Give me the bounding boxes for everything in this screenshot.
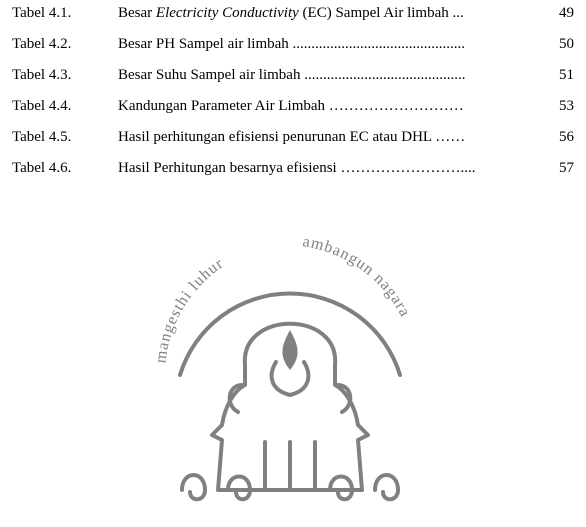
- table-of-contents: Tabel 4.1.Besar Electricity Conductivity…: [12, 6, 574, 192]
- toc-title-italic: Electricity Conductivity: [156, 6, 299, 21]
- toc-label: Tabel 4.5.: [12, 130, 118, 145]
- toc-title: Hasil Perhitungan besarnya efisiensi …………: [118, 161, 542, 176]
- toc-page-number: 50: [542, 37, 574, 52]
- toc-title-prefix: Besar PH Sampel air limbah .............…: [118, 37, 465, 52]
- toc-row: Tabel 4.3.Besar Suhu Sampel air limbah .…: [12, 68, 574, 83]
- toc-title-prefix: Besar: [118, 6, 156, 21]
- toc-title: Kandungan Parameter Air Limbah ………………………: [118, 99, 542, 114]
- toc-title-suffix: (EC) Sampel Air limbah ...: [299, 6, 464, 21]
- toc-title: Hasil perhitungan efisiensi penurunan EC…: [118, 130, 542, 145]
- toc-label: Tabel 4.6.: [12, 161, 118, 176]
- toc-page-number: 51: [542, 68, 574, 83]
- toc-page-number: 49: [542, 6, 574, 21]
- toc-title-prefix: Hasil Perhitungan besarnya efisiensi …………: [118, 161, 475, 176]
- toc-title: Besar Suhu Sampel air limbah ...........…: [118, 68, 542, 83]
- toc-row: Tabel 4.5.Hasil perhitungan efisiensi pe…: [12, 130, 574, 145]
- toc-page-number: 56: [542, 130, 574, 145]
- toc-label: Tabel 4.1.: [12, 6, 118, 21]
- toc-title-prefix: Hasil perhitungan efisiensi penurunan EC…: [118, 130, 465, 145]
- toc-row: Tabel 4.6.Hasil Perhitungan besarnya efi…: [12, 161, 574, 176]
- toc-page-number: 53: [542, 99, 574, 114]
- toc-row: Tabel 4.4.Kandungan Parameter Air Limbah…: [12, 99, 574, 114]
- motto-right: ambangun nagara: [302, 233, 414, 320]
- flame-icon: [282, 330, 297, 370]
- page: Tabel 4.1.Besar Electricity Conductivity…: [0, 0, 586, 527]
- toc-title: Besar Electricity Conductivity (EC) Samp…: [118, 6, 542, 21]
- toc-row: Tabel 4.1.Besar Electricity Conductivity…: [12, 6, 574, 21]
- toc-page-number: 57: [542, 161, 574, 176]
- toc-title: Besar PH Sampel air limbah .............…: [118, 37, 542, 52]
- toc-title-prefix: Besar Suhu Sampel air limbah ...........…: [118, 68, 465, 83]
- motto-left: mangesthi luhur: [152, 255, 226, 364]
- toc-label: Tabel 4.3.: [12, 68, 118, 83]
- toc-label: Tabel 4.2.: [12, 37, 118, 52]
- toc-label: Tabel 4.4.: [12, 99, 118, 114]
- toc-title-prefix: Kandungan Parameter Air Limbah ………………………: [118, 99, 464, 114]
- watermark-logo: mangesthi luhur ambangun nagara: [110, 190, 470, 510]
- toc-row: Tabel 4.2.Besar PH Sampel air limbah ...…: [12, 37, 574, 52]
